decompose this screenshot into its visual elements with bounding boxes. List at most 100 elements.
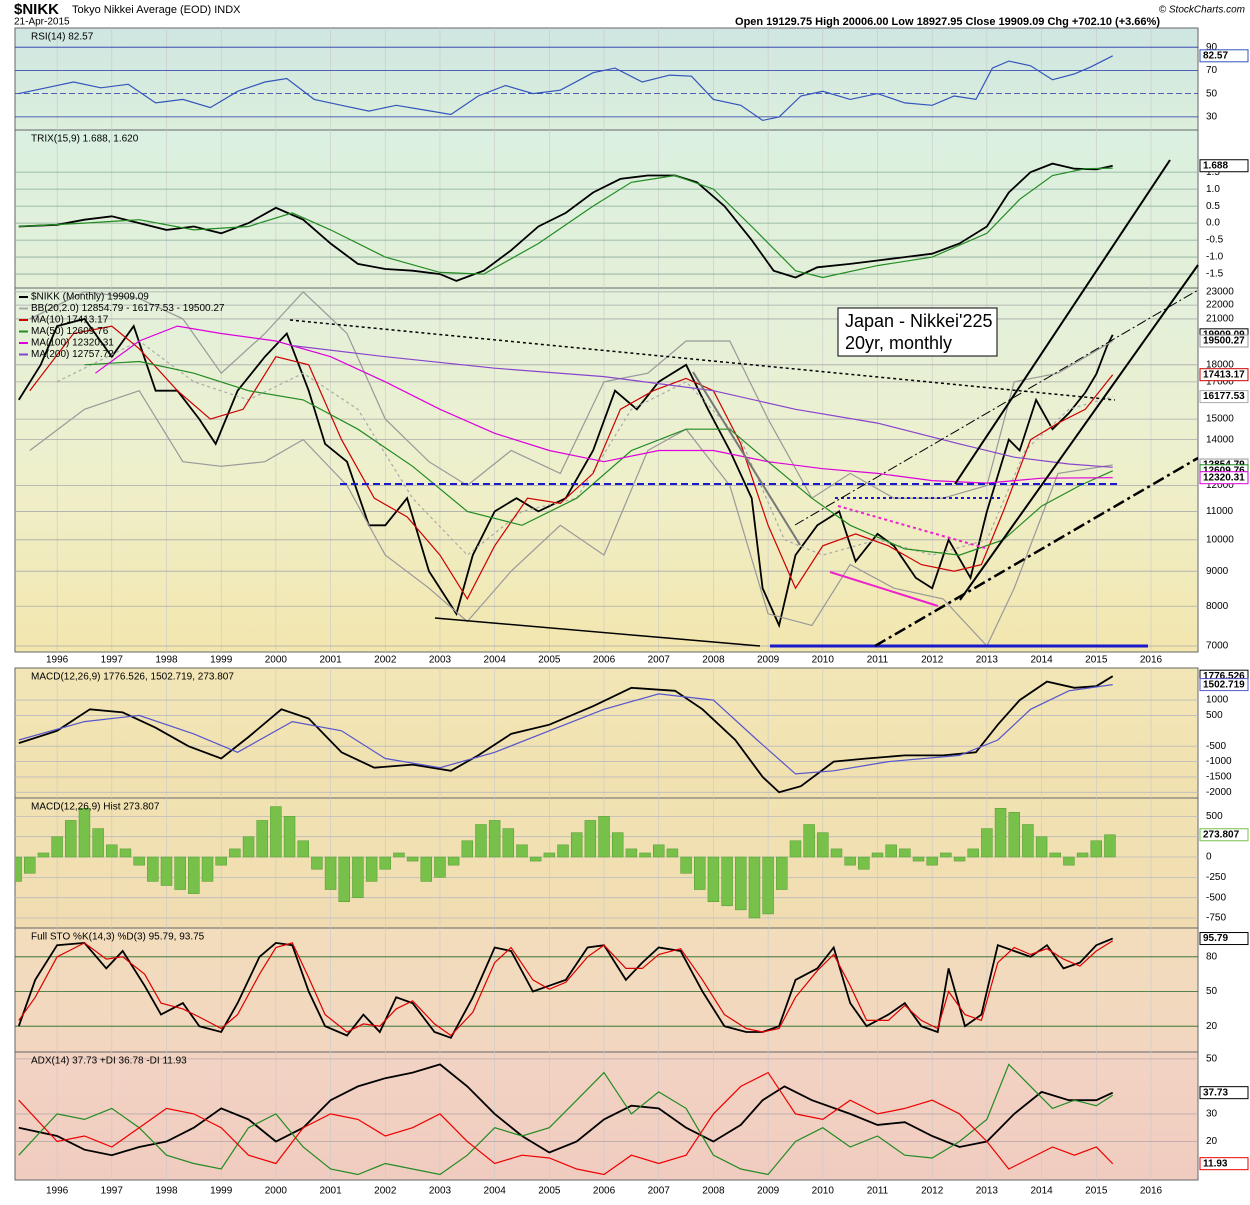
histogram-bar — [967, 848, 979, 858]
quote: Open 19129.75 High 20006.00 Low 18927.95… — [735, 16, 1160, 28]
histogram-bar — [1035, 836, 1048, 858]
wedge-line — [829, 571, 939, 607]
y-tick-label: 17000 — [1206, 376, 1234, 387]
panel-title: ADX(14) 37.73 +DI 36.78 -DI 11.93 — [31, 1056, 187, 1067]
histogram-bar — [721, 856, 733, 907]
histogram-bar — [981, 828, 993, 858]
panel-background — [14, 129, 1199, 289]
histogram-bar — [447, 856, 460, 866]
y-tick-label: 22000 — [1206, 300, 1234, 311]
histogram-bar — [885, 844, 897, 858]
histogram-bar — [912, 856, 925, 862]
y-tick-label: 20 — [1206, 1021, 1218, 1032]
histogram-bar — [529, 856, 542, 862]
histogram-bar — [92, 828, 104, 858]
series-line — [18, 317, 1114, 629]
histogram-bar — [283, 816, 296, 858]
annotation-text: Japan - Nikkei'225 — [845, 311, 993, 331]
symbol: $NIKK — [14, 1, 59, 18]
value-tag: 82.57 — [1203, 50, 1228, 61]
histogram-bar — [461, 840, 474, 858]
y-tick-label: -250 — [1206, 872, 1226, 883]
histogram-bar — [611, 832, 624, 858]
histogram-bar — [666, 848, 679, 858]
credit: © StockCharts.com — [1159, 5, 1245, 16]
histogram-bar — [584, 820, 597, 858]
histogram-bar — [516, 844, 528, 858]
panels — [14, 27, 1199, 1181]
x-tick-label: 2006 — [593, 655, 616, 666]
y-tick-label: -1.0 — [1206, 252, 1224, 263]
y-tick-label: 1.0 — [1206, 184, 1220, 195]
legend-entry: BB(20,2.0) 12854.79 - 16177.53 - 19500.2… — [31, 303, 225, 314]
x-tick-label: 1996 — [46, 655, 69, 666]
panel-background — [14, 1051, 1199, 1181]
value-tag-box — [1199, 159, 1249, 173]
x-tick-label: 2008 — [702, 655, 725, 666]
series-line — [18, 162, 1113, 282]
histogram-bar — [174, 856, 186, 890]
legend-entry: MA(50) 12609.76 — [31, 326, 109, 337]
x-tick-label: 1998 — [155, 655, 178, 666]
x-tick-label: 2011 — [867, 655, 889, 666]
histogram-bar — [352, 856, 364, 898]
panel-title: TRIX(15,9) 1.688, 1.620 — [31, 134, 139, 145]
legend-entry: MA(10) 17413.17 — [31, 315, 109, 326]
histogram-bar — [434, 856, 446, 878]
panel-background — [14, 667, 1199, 799]
panel — [15, 1052, 1198, 1180]
value-tag: 12609.76 — [1203, 465, 1245, 476]
value-tag: 17413.17 — [1203, 369, 1245, 380]
histogram-bar — [1008, 812, 1020, 858]
histogram-bar — [707, 856, 720, 902]
histogram-bar — [789, 840, 802, 858]
channel-line — [954, 159, 1171, 485]
y-tick-label: 10000 — [1206, 534, 1234, 545]
histogram-bar — [488, 820, 501, 858]
y-tick-label: 90 — [1206, 42, 1218, 53]
histogram-bar — [653, 844, 665, 858]
value-tag: 11.93 — [1203, 1158, 1228, 1169]
series-line — [84, 360, 1113, 556]
y-tick-label: -1500 — [1206, 772, 1232, 783]
x-tick-label: 1997 — [101, 655, 124, 666]
histogram-bar — [570, 832, 583, 858]
y-tick-label: 0.0 — [1206, 218, 1220, 229]
x-tick-label: 2004 — [484, 1186, 507, 1197]
value-tag: 1776.526 — [1203, 671, 1245, 682]
histogram-bar — [694, 856, 706, 890]
histogram-bar — [625, 848, 638, 858]
y-tick-label: -2000 — [1206, 787, 1232, 798]
x-tick-label: 2012 — [921, 655, 944, 666]
panel — [15, 28, 1198, 130]
panel-title: MACD(12,26,9) Hist 273.807 — [31, 802, 160, 813]
y-tick-label: 1000 — [1206, 695, 1229, 706]
histogram-bar — [871, 852, 884, 858]
panel — [15, 928, 1198, 1052]
histogram-bar — [598, 816, 610, 858]
y-tick-label: 21000 — [1206, 314, 1234, 325]
y-tick-label: -750 — [1206, 913, 1226, 924]
histogram-bar — [543, 852, 556, 858]
y-tick-label: 14000 — [1206, 434, 1234, 445]
x-tick-label: 2009 — [757, 1186, 780, 1197]
value-tag-box — [1199, 334, 1249, 348]
x-tick-label: 2000 — [265, 1186, 288, 1197]
histogram-bar — [338, 856, 350, 902]
histogram-bar — [762, 856, 774, 915]
y-tick-label: 30 — [1206, 1109, 1218, 1120]
legend-entry: MA(100) 12320.31 — [31, 338, 114, 349]
x-tick-label: 2001 — [319, 655, 342, 666]
value-tag-box — [1199, 932, 1249, 946]
value-tag: 95.79 — [1203, 933, 1228, 944]
x-tick-label: 1998 — [155, 1186, 178, 1197]
x-tick-label: 1999 — [210, 655, 233, 666]
trendline — [874, 456, 1199, 648]
x-tick-label: 2015 — [1085, 655, 1108, 666]
y-tick-label: -0.5 — [1206, 235, 1224, 246]
histogram-bar — [1022, 824, 1034, 858]
histogram-bar — [229, 848, 241, 858]
histogram-bar — [858, 856, 870, 870]
x-tick-label: 2007 — [648, 1186, 671, 1197]
